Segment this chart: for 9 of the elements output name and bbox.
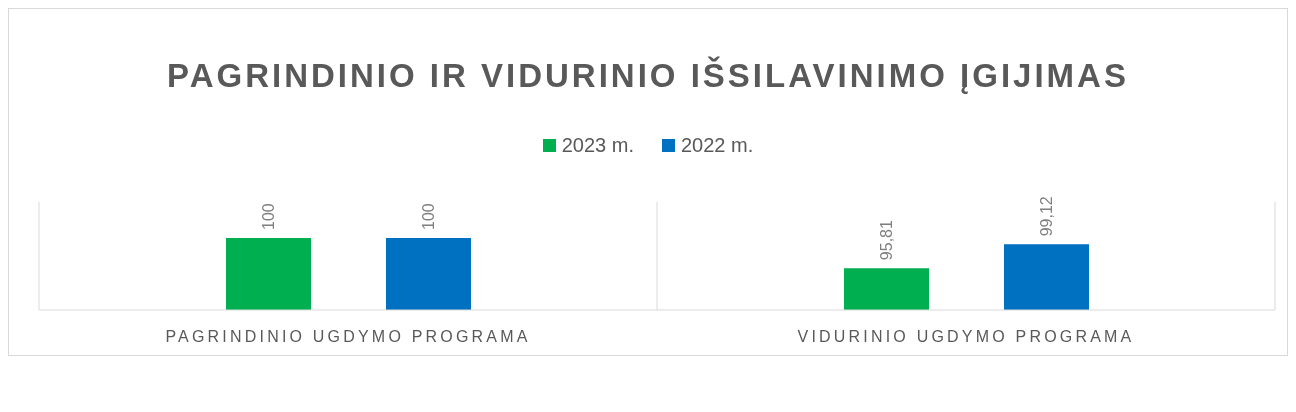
legend-label: 2023 m. [560, 133, 634, 157]
x-tick-label: VIDURINIO UGDYMO PROGRAMA [797, 328, 1135, 345]
data-label: 100 [260, 203, 277, 230]
data-label: 100 [420, 203, 437, 230]
data-label: 95,81 [878, 220, 895, 261]
x-tick-label: PAGRINDINIO UGDYMO PROGRAMA [165, 328, 531, 345]
data-label: 99,12 [1038, 196, 1055, 237]
legend-label: 2022 m. [680, 133, 754, 157]
chart-title: PAGRINDINIO IR VIDURINIO IŠSILAVINIMO ĮGIJIMAS [166, 55, 1130, 96]
